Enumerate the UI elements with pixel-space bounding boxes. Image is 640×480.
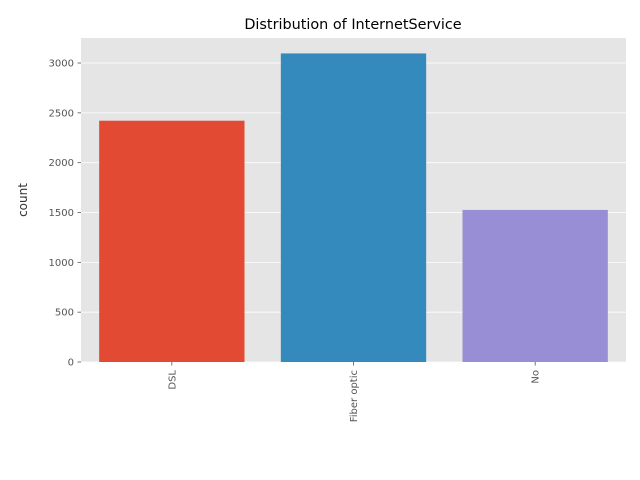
bar-no <box>462 209 608 362</box>
y-tick-label: 0 <box>68 358 74 369</box>
y-tick-label: 3000 <box>49 59 74 70</box>
y-tick-label: 2000 <box>49 158 74 169</box>
bar-fiber-optic <box>280 53 427 362</box>
bars <box>99 53 608 362</box>
y-tick-label: 1500 <box>49 208 74 219</box>
bar-dsl <box>99 120 245 362</box>
y-axis-ticks: 0 500 1000 1500 2000 2500 3000 <box>49 59 81 369</box>
x-tick-label: DSL <box>167 370 178 390</box>
y-axis-label: count <box>16 183 30 217</box>
x-tick-label: No <box>531 370 542 384</box>
y-tick-label: 1000 <box>49 258 74 269</box>
x-tick-label: Fiber optic <box>349 370 360 422</box>
chart-title: Distribution of InternetService <box>244 17 461 33</box>
y-tick-label: 2500 <box>49 108 74 119</box>
x-axis-ticks: DSL Fiber optic No <box>167 362 542 422</box>
y-tick-label: 500 <box>55 308 74 319</box>
